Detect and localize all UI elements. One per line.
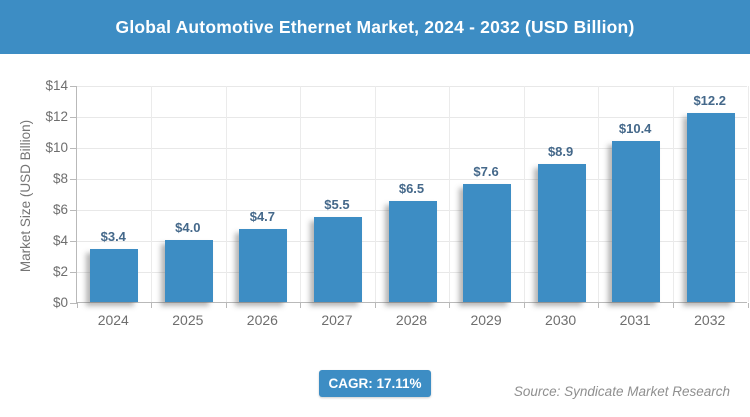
y-axis-tick bbox=[70, 85, 77, 87]
y-axis-tick-label: $0 bbox=[52, 295, 68, 310]
bar-value-label: $3.4 bbox=[100, 229, 126, 245]
bar-2026 bbox=[239, 229, 288, 302]
x-axis-tick bbox=[598, 303, 600, 308]
gridline-vertical bbox=[598, 86, 600, 302]
gridline-vertical bbox=[747, 86, 749, 302]
y-axis-tick-label: $6 bbox=[52, 202, 68, 217]
y-axis-tick-label: $10 bbox=[45, 140, 68, 155]
bar-2029 bbox=[463, 184, 512, 302]
x-axis-tick-label: 2026 bbox=[246, 312, 278, 328]
x-axis-tick bbox=[151, 303, 153, 308]
y-axis-tick-label: $8 bbox=[52, 171, 68, 186]
x-axis-tick-label: 2032 bbox=[694, 312, 726, 328]
y-axis-tick-label: $12 bbox=[45, 109, 68, 124]
plot-area bbox=[70, 85, 749, 308]
bar-2032 bbox=[686, 112, 735, 302]
y-axis-tick bbox=[70, 302, 77, 304]
chart-title-banner: Global Automotive Ethernet Market, 2024 … bbox=[0, 0, 750, 54]
bar-value-label: $10.4 bbox=[618, 120, 652, 136]
x-axis-tick-label: 2030 bbox=[545, 312, 577, 328]
bar-2030 bbox=[537, 164, 586, 302]
gridline-vertical bbox=[151, 86, 153, 302]
bar-value-label: $4.7 bbox=[249, 209, 276, 225]
x-axis-tick bbox=[449, 303, 451, 308]
gridline-vertical bbox=[449, 86, 451, 302]
source-attribution: Source: Syndicate Market Research bbox=[513, 384, 730, 399]
y-axis-tick bbox=[70, 271, 77, 273]
x-axis-tick bbox=[523, 303, 525, 308]
bar-value-label: $4.0 bbox=[175, 220, 201, 235]
y-axis-tick bbox=[70, 209, 77, 211]
x-axis-tick bbox=[76, 303, 78, 308]
y-axis-tick-label: $4 bbox=[52, 233, 68, 248]
bar-value-label: $8.9 bbox=[547, 144, 574, 160]
bar-value-label: $6.5 bbox=[398, 181, 425, 197]
x-axis-tick-label: 2028 bbox=[395, 312, 428, 328]
y-axis-title: Market Size (USD Billion) bbox=[18, 119, 33, 273]
bar-2031 bbox=[612, 140, 661, 302]
gridline-vertical bbox=[523, 86, 525, 302]
y-axis-tick bbox=[70, 147, 77, 149]
x-axis-tick bbox=[747, 303, 749, 308]
x-axis-tick-label: 2025 bbox=[172, 312, 204, 328]
gridline-horizontal bbox=[77, 116, 747, 118]
y-axis-tick bbox=[70, 240, 77, 242]
gridline-horizontal bbox=[77, 85, 747, 87]
x-axis-tick-label: 2024 bbox=[97, 312, 129, 328]
x-axis-tick-label: 2031 bbox=[619, 312, 651, 328]
gridline-horizontal bbox=[77, 147, 747, 149]
y-axis-tick bbox=[70, 178, 77, 180]
gridline-vertical bbox=[672, 86, 674, 302]
bar-value-label: $12.2 bbox=[693, 92, 726, 108]
x-axis-tick-label: 2027 bbox=[321, 312, 353, 328]
x-axis-tick bbox=[225, 303, 227, 308]
x-axis-tick bbox=[300, 303, 302, 308]
bar-2028 bbox=[388, 201, 437, 302]
bar-value-label: $7.6 bbox=[473, 164, 499, 180]
cagr-badge: CAGR: 17.11% bbox=[319, 370, 431, 397]
bar-2025 bbox=[164, 240, 213, 302]
bar-2024 bbox=[90, 249, 139, 302]
gridline-horizontal bbox=[77, 178, 747, 180]
cagr-label: CAGR: 17.11% bbox=[328, 376, 422, 391]
gridline-vertical bbox=[225, 86, 227, 302]
gridline-vertical bbox=[374, 86, 376, 302]
bar-2027 bbox=[313, 216, 362, 302]
y-axis-tick-label: $2 bbox=[52, 264, 68, 279]
x-axis-tick-label: 2029 bbox=[470, 312, 502, 328]
gridline-vertical bbox=[300, 86, 302, 302]
y-axis-tick bbox=[70, 116, 77, 118]
y-axis-tick-label: $14 bbox=[45, 78, 68, 93]
bar-value-label: $5.5 bbox=[324, 196, 350, 212]
chart-title: Global Automotive Ethernet Market, 2024 … bbox=[115, 16, 635, 37]
x-axis-tick bbox=[672, 303, 674, 308]
x-axis-tick bbox=[374, 303, 376, 308]
